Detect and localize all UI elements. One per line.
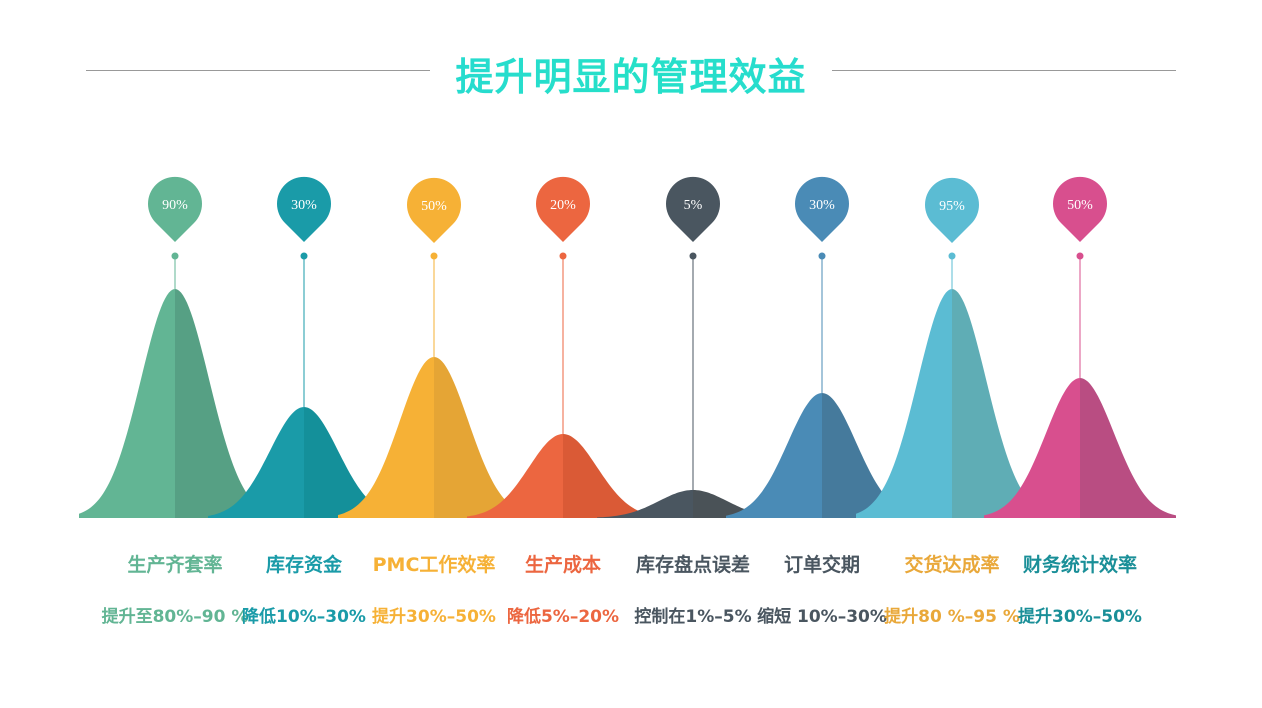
value-label-2: 50%	[421, 199, 447, 214]
value-label-0: 90%	[162, 198, 188, 213]
category-description: 提升30%–50%	[372, 607, 496, 627]
leader-dot-0	[171, 252, 179, 260]
leader-dot-7	[1076, 252, 1084, 260]
category-label: 库存资金	[265, 554, 342, 576]
category-description: 提升至80%–90 %	[101, 607, 249, 627]
category-description: 缩短 10%–30%	[757, 607, 887, 627]
leader-dot-4	[689, 252, 697, 260]
category-label: 交货达成率	[904, 554, 1000, 576]
category-label: 财务统计效率	[1022, 554, 1137, 576]
category-label: 生产成本	[524, 554, 601, 576]
title-rule-right	[832, 70, 1176, 71]
category-label: 生产齐套率	[127, 554, 223, 576]
value-label-4: 5%	[684, 198, 703, 213]
bell-right-4	[693, 490, 789, 518]
value-label-7: 50%	[1067, 198, 1093, 213]
bell-right-1	[304, 407, 400, 518]
leader-dot-5	[818, 252, 826, 260]
bell-left-1	[208, 407, 304, 518]
category-label: 订单交期	[783, 554, 860, 576]
bell-left-4	[597, 490, 693, 518]
category-description: 控制在1%–5%	[634, 607, 752, 627]
leader-dot-2	[430, 252, 438, 260]
value-pin-4	[666, 176, 721, 242]
value-label-1: 30%	[291, 198, 317, 213]
leader-dot-6	[948, 252, 956, 260]
category-description: 提升30%–50%	[1018, 607, 1142, 627]
value-pin-0	[148, 176, 202, 242]
category-label: 库存盘点误差	[635, 554, 750, 576]
bell-right-7	[1080, 378, 1176, 518]
value-pin-3	[536, 176, 591, 242]
bell-right-5	[822, 393, 918, 518]
page-title: 提升明显的管理效益	[0, 46, 1262, 101]
bell-left-2	[338, 357, 434, 518]
value-pin-6	[925, 177, 980, 243]
bell-left-7	[984, 378, 1080, 518]
bell-left-3	[467, 434, 563, 518]
bell-right-6	[952, 289, 1048, 518]
title-rule-left	[86, 70, 430, 71]
value-label-5: 30%	[809, 198, 835, 213]
bell-right-3	[563, 434, 659, 518]
category-description: 降低10%–30%	[242, 607, 366, 627]
leader-dot-1	[300, 252, 308, 260]
category-label: PMC工作效率	[372, 554, 496, 576]
value-pin-1	[277, 176, 332, 242]
bell-left-6	[856, 289, 952, 518]
value-pin-5	[794, 176, 849, 242]
leader-dot-3	[559, 252, 567, 260]
category-description: 降低5%–20%	[506, 607, 620, 627]
bell-right-0	[175, 289, 271, 518]
bell-right-2	[434, 357, 530, 518]
value-label-3: 20%	[550, 198, 576, 213]
value-pin-7	[1053, 176, 1107, 242]
value-pin-2	[407, 177, 461, 243]
category-description: 提升80 %–95 %	[884, 607, 1020, 627]
bell-left-0	[79, 289, 175, 518]
bell-left-5	[726, 393, 822, 518]
value-label-6: 95%	[939, 199, 965, 214]
